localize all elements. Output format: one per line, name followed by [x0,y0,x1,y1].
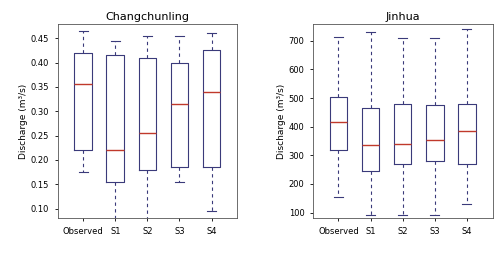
Title: Jinhua: Jinhua [386,12,420,22]
Y-axis label: Discharge (m³/s): Discharge (m³/s) [277,83,286,159]
Title: Changchunling: Changchunling [106,12,190,22]
Y-axis label: Discharge (m³/s): Discharge (m³/s) [19,83,28,159]
